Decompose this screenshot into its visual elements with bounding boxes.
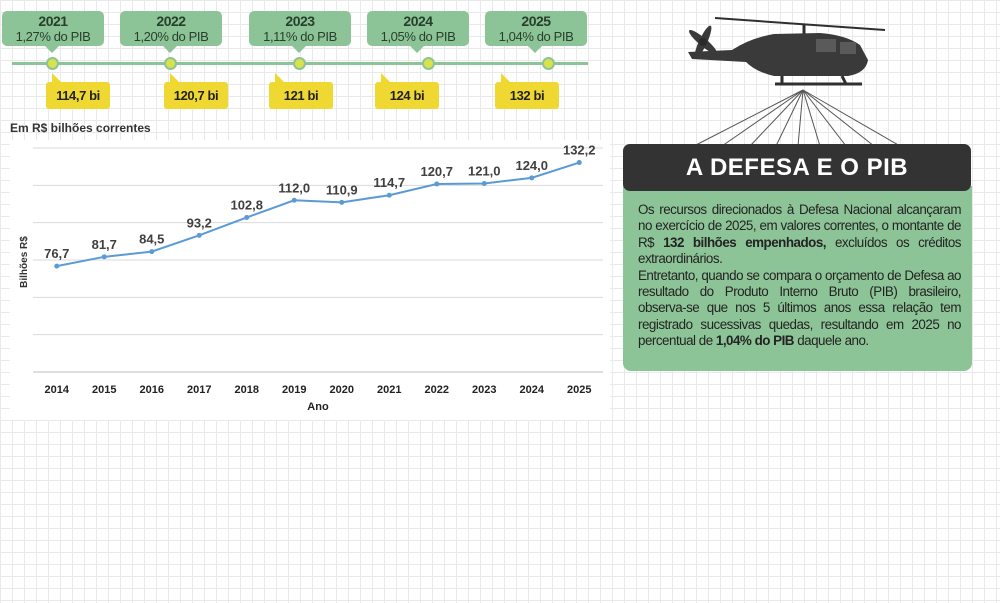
timeline-label: 2021 1,27% do PIB (2, 11, 104, 53)
data-point (101, 254, 107, 260)
timeline-label: 2022 1,20% do PIB (120, 11, 222, 53)
timeline-pct: 1,05% do PIB (380, 29, 456, 44)
data-point (386, 192, 392, 198)
data-point (339, 199, 345, 205)
panel-text: Os recursos direcionados à Defesa Nacion… (638, 202, 962, 250)
pib-timeline: 2021 1,27% do PIB 114,7 bi 2022 1,20% do… (0, 0, 600, 120)
timeline-item-2025: 2025 1,04% do PIB 132 bi (485, 0, 605, 120)
panel-bold-text: 132 bilhões empenhados, (663, 234, 827, 250)
timeline-value: 114,7 bi (46, 73, 110, 109)
x-tick-label: 2022 (425, 384, 449, 396)
panel-paragraph-1: Os recursos direcionados à Defesa Nacion… (638, 202, 962, 268)
x-tick-label: 2015 (92, 384, 116, 396)
timeline-item-2022: 2022 1,20% do PIB 120,7 bi (120, 0, 240, 120)
timeline-year: 2023 (285, 13, 315, 29)
series-line (56, 161, 580, 268)
x-tick-label: 2023 (472, 384, 496, 396)
data-label: 112,0 (278, 180, 310, 195)
data-label: 93,2 (187, 215, 212, 230)
timeline-pct: 1,04% do PIB (498, 29, 574, 44)
x-tick-label: 2024 (520, 384, 545, 396)
timeline-value: 120,7 bi (164, 73, 228, 109)
panel-title: A DEFESA E O PIB (623, 144, 971, 191)
timeline-item-2024: 2024 1,05% do PIB 124 bi (367, 0, 487, 120)
x-tick-label: 2016 (140, 384, 164, 396)
timeline-dot (542, 57, 555, 70)
data-point (576, 160, 582, 166)
timeline-item-2023: 2023 1,11% do PIB 121 bi (249, 0, 369, 120)
x-tick-label: 2025 (567, 384, 591, 396)
data-label: 76,7 (44, 246, 69, 261)
data-label: 114,7 (373, 175, 405, 190)
data-label: 102,8 (230, 197, 263, 212)
data-point (529, 175, 535, 181)
x-tick-label: 2017 (187, 384, 211, 396)
line-chart: 76,7 2014 81,7 2015 84,5 2016 93,2 2017 102,8 201… (19, 143, 603, 413)
timeline-value: 132 bi (495, 73, 559, 109)
timeline-label: 2023 1,11% do PIB (249, 11, 351, 53)
timeline-dot (422, 57, 435, 70)
timeline-item-2021: 2021 1,27% do PIB 114,7 bi (2, 0, 122, 120)
timeline-label: 2025 1,04% do PIB (485, 11, 587, 53)
data-point (149, 249, 155, 255)
data-point (434, 181, 440, 187)
helicopter-icon (688, 17, 900, 147)
x-axis-title: Ano (307, 401, 329, 413)
timeline-pct: 1,27% do PIB (15, 29, 91, 44)
x-tick-label: 2020 (330, 384, 354, 396)
data-label: 132,2 (563, 143, 596, 158)
panel-paragraph-2: Entretanto, quando se compara o orçament… (638, 267, 962, 350)
panel-text: daquele ano. (793, 333, 869, 349)
timeline-value: 121 bi (269, 73, 333, 109)
timeline-year: 2024 (403, 13, 433, 29)
panel-body: Os recursos direcionados à Defesa Nacion… (623, 186, 972, 371)
data-label: 84,5 (139, 232, 164, 247)
x-tick-label: 2018 (235, 384, 259, 396)
timeline-year: 2022 (156, 13, 186, 29)
timeline-year: 2025 (521, 13, 551, 29)
data-point (196, 232, 202, 238)
data-label: 124,0 (515, 158, 548, 173)
data-point (54, 263, 60, 269)
timeline-year: 2021 (38, 13, 68, 29)
x-tick-label: 2014 (45, 384, 70, 396)
panel-text: Entretanto, quando se compara o orçament… (638, 267, 962, 349)
timeline-dot (293, 57, 306, 70)
panel-text: excluídos os créditos extraordinários. (638, 234, 962, 267)
x-tick-label: 2021 (377, 384, 401, 396)
data-label: 81,7 (92, 237, 117, 252)
data-point (244, 214, 250, 220)
y-axis-title: Bilhões R$ (19, 236, 30, 288)
data-point (481, 180, 487, 186)
data-label: 120,7 (420, 164, 453, 179)
x-tick-label: 2019 (282, 384, 306, 396)
chart-panel: 76,7 2014 81,7 2015 84,5 2016 93,2 2017 102,8 201… (10, 140, 610, 420)
timeline-pct: 1,11% do PIB (263, 29, 337, 44)
data-label: 110,9 (326, 182, 358, 197)
timeline-pct: 1,20% do PIB (133, 29, 209, 44)
data-label: 121,0 (468, 163, 501, 178)
data-point (291, 197, 297, 203)
timeline-label: 2024 1,05% do PIB (367, 11, 469, 53)
timeline-value: 124 bi (375, 73, 439, 109)
timeline-dot (46, 57, 59, 70)
timeline-dot (164, 57, 177, 70)
chart-caption: Em R$ bilhões correntes (10, 121, 151, 135)
panel-bold-text: 1,04% do PIB (715, 333, 795, 349)
